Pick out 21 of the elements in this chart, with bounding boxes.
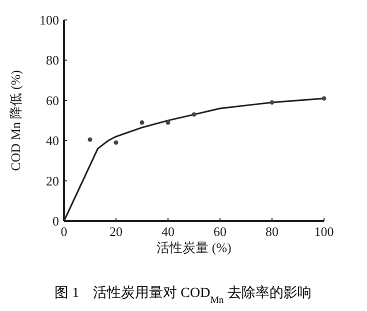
x-tick-label: 60 xyxy=(214,224,226,239)
y-axis-title: COD Mn 降低 (%) xyxy=(8,70,23,171)
x-tick-label: 100 xyxy=(314,224,334,239)
point xyxy=(166,120,170,125)
y-tick-label: 100 xyxy=(40,12,59,28)
y-tick-label: 20 xyxy=(46,173,59,188)
point xyxy=(114,140,118,145)
point xyxy=(88,137,92,142)
point xyxy=(140,120,144,125)
y-tick-label: 60 xyxy=(46,92,59,108)
x-tick-label: 40 xyxy=(162,224,174,239)
caption: 图 1 活性炭用量对 COD$_{Mn}$ 去除率的影响 xyxy=(54,285,312,306)
x-tick-label: 80 xyxy=(266,224,278,239)
point xyxy=(322,96,326,101)
y-tick-label: 40 xyxy=(46,133,59,148)
y-tick-label: 80 xyxy=(46,52,59,68)
point xyxy=(192,112,196,117)
y-tick-label: 0 xyxy=(52,214,59,228)
x-tick-label: 20 xyxy=(110,224,122,239)
point xyxy=(270,100,274,105)
x-axis-title: 活性炭量 (%) xyxy=(156,240,232,255)
